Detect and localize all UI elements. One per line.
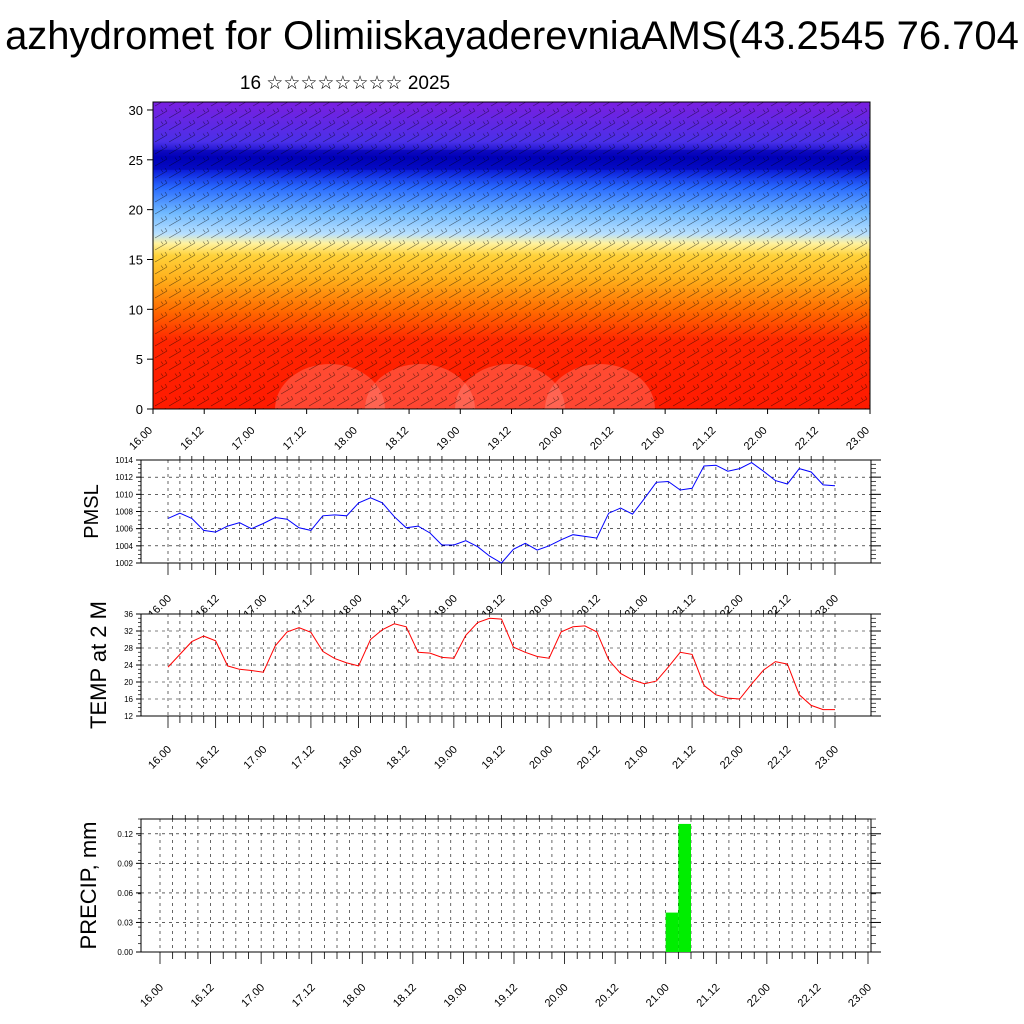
y-tick-label: 16	[124, 695, 133, 704]
x-tick-label: 17.00	[239, 982, 267, 1010]
y-tick-label: 1008	[115, 508, 133, 517]
y-tick-label: 1010	[115, 490, 133, 499]
x-tick-label: 20.12	[588, 425, 616, 453]
x-tick-label: 20.00	[543, 982, 571, 1010]
y-tick-label: 20	[129, 203, 143, 218]
x-tick-label: 17.12	[281, 425, 309, 453]
y-tick-label: 36	[124, 610, 133, 619]
x-tick-label: 19.00	[432, 744, 460, 772]
temp-panel: 12 16 20 24 28 32 36 16.00 16.12 17.00 17.12 18.00 1…	[86, 601, 881, 772]
x-tick-label: 20.00	[527, 744, 555, 772]
x-tick-label: 22.12	[766, 744, 794, 772]
x-tick-label: 23.00	[844, 425, 872, 453]
y-tick-label: 0.03	[117, 918, 133, 927]
y-tick-label: 30	[129, 103, 143, 118]
y-tick-label: 20	[124, 678, 133, 687]
chart-subtitle: 16 ☆☆☆☆☆☆☆☆ 2025	[239, 73, 451, 94]
y-tick-label: 0.00	[117, 948, 133, 957]
x-tick-label: 23.00	[846, 982, 874, 1010]
y-tick-label: 1014	[115, 456, 133, 465]
x-tick-label: 18.12	[384, 744, 412, 772]
x-tick-label: 21.12	[670, 744, 698, 772]
x-tick-label: 16.00	[127, 425, 155, 453]
x-tick-label: 20.12	[593, 982, 621, 1010]
y-tick-label: 0.09	[117, 859, 133, 868]
x-tick-label: 19.12	[480, 744, 508, 772]
y-tick-label: 1006	[115, 525, 133, 534]
y-tick-label: 1004	[115, 542, 133, 551]
plot-frame	[140, 818, 872, 953]
y-tick-label: 24	[124, 661, 133, 670]
x-tick-label: 16.12	[189, 982, 217, 1010]
x-tick-label: 22.00	[745, 982, 773, 1010]
x-tick-label: 20.12	[575, 744, 603, 772]
precip-panel: 0.00 0.03 0.06 0.09 0.12 16.00 16.12 17.00 17.12…	[76, 815, 881, 1010]
wind-barbs	[153, 102, 870, 409]
y-axis-label: PRECIP, mm	[76, 822, 101, 950]
y-tick-label: 1002	[115, 559, 133, 568]
x-tick-label: 17.12	[289, 744, 317, 772]
x-tick-label: 21.12	[691, 425, 719, 453]
x-tick-label: 16.12	[194, 744, 222, 772]
y-tick-label: 0.12	[117, 830, 133, 839]
y-axis-label: PMSL	[81, 484, 103, 538]
x-tick-label: 19.00	[442, 982, 470, 1010]
x-tick-label: 21.12	[694, 982, 722, 1010]
y-tick-label: 10	[129, 302, 143, 317]
cross-section-panel: 0 5 10 15 20 25 30 16.00 16.12 17.00 17.12 18.00 18.…	[127, 101, 872, 453]
y-tick-label: 0	[136, 402, 143, 417]
x-tick-label: 18.12	[383, 425, 411, 453]
chart-title: azhydromet for OlimiiskayaderevniaAMS(43…	[5, 14, 1019, 58]
x-tick-label: 19.12	[486, 425, 514, 453]
y-tick-label: 28	[124, 644, 133, 653]
x-tick-label: 20.00	[537, 425, 565, 453]
x-tick-label: 21.00	[644, 982, 672, 1010]
x-tick-label: 23.00	[813, 744, 841, 772]
x-tick-label: 17.12	[290, 982, 318, 1010]
y-tick-label: 15	[129, 252, 143, 267]
x-tick-label: 22.12	[796, 982, 824, 1010]
x-tick-label: 19.00	[434, 425, 462, 453]
y-tick-label: 0.06	[117, 889, 133, 898]
x-tick-label: 22.12	[793, 425, 821, 453]
precip-bar	[678, 823, 691, 952]
x-tick-label: 16.00	[146, 744, 174, 772]
x-tick-label: 16.00	[138, 982, 166, 1010]
y-tick-label: 32	[124, 627, 133, 636]
x-tick-label: 17.00	[241, 744, 269, 772]
x-tick-label: 22.00	[742, 425, 770, 453]
x-tick-label: 21.00	[639, 425, 667, 453]
y-axis-label: TEMP at 2 M	[86, 601, 111, 729]
x-tick-label: 18.00	[340, 982, 368, 1010]
x-tick-label: 22.00	[718, 744, 746, 772]
y-tick-label: 25	[129, 153, 143, 168]
precip-bar	[665, 912, 679, 952]
x-tick-label: 19.12	[492, 982, 520, 1010]
x-tick-label: 16.12	[178, 425, 206, 453]
temp-line	[167, 617, 835, 711]
x-tick-label: 17.00	[230, 425, 258, 453]
x-tick-label: 18.00	[332, 425, 360, 453]
y-tick-label: 1012	[115, 473, 133, 482]
x-tick-label: 21.00	[623, 744, 651, 772]
x-tick-label: 18.00	[337, 744, 365, 772]
y-tick-label: 5	[136, 352, 143, 367]
pmsl-line	[167, 462, 836, 564]
y-tick-label: 12	[124, 712, 133, 721]
x-tick-label: 18.12	[391, 982, 419, 1010]
